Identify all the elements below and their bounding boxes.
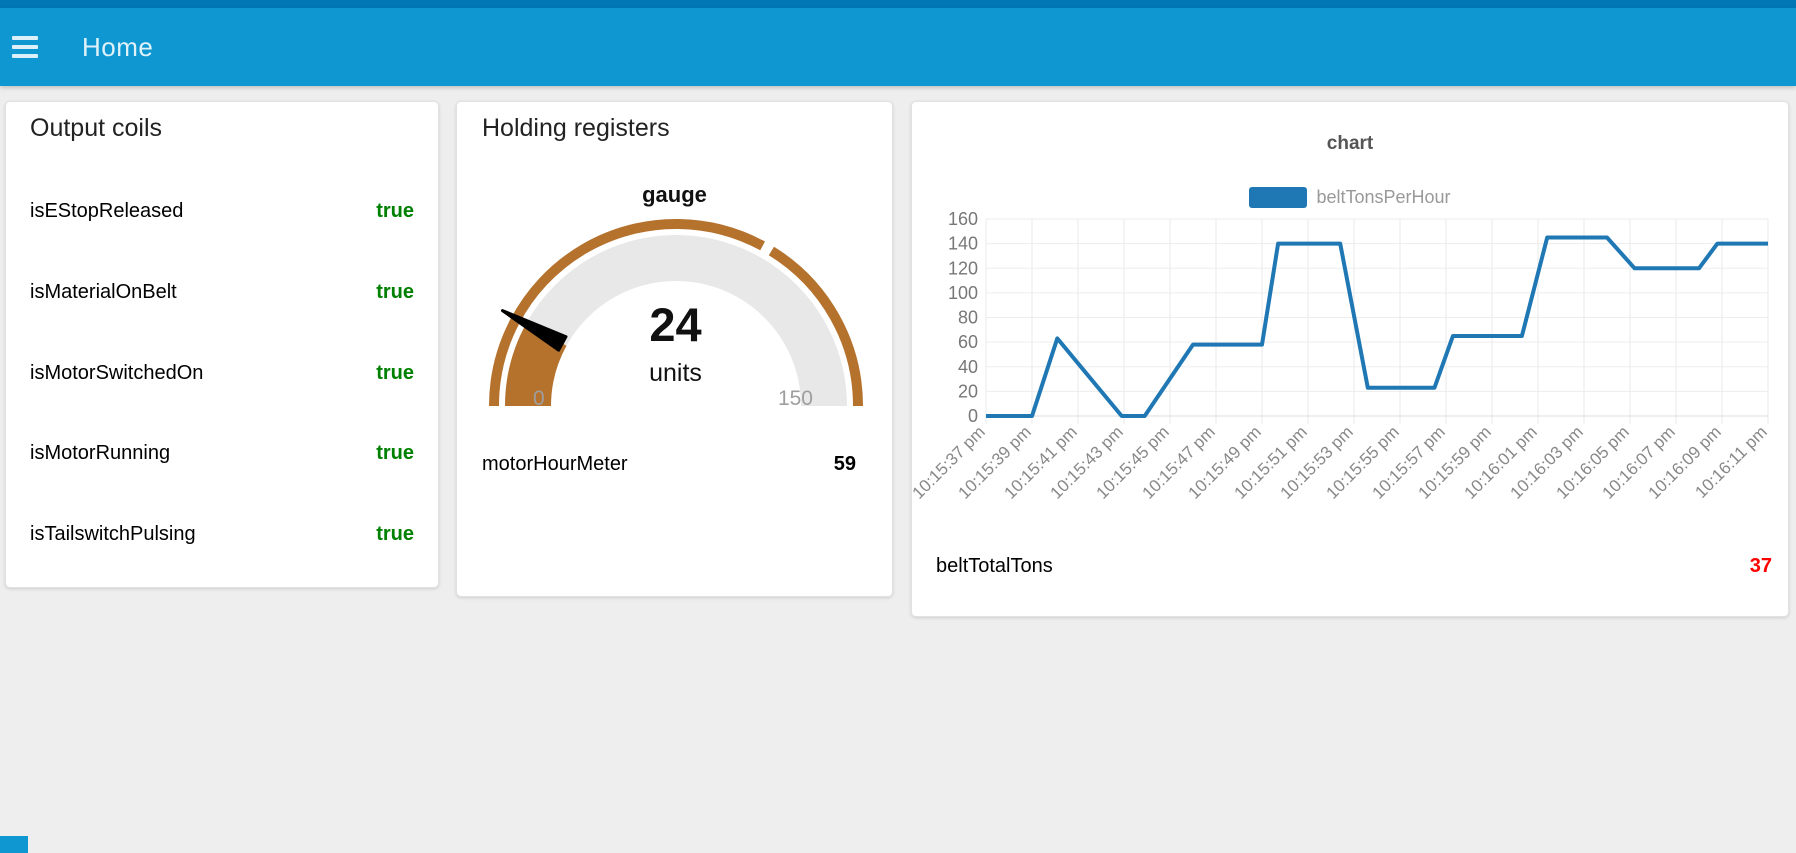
coil-label: isMotorRunning xyxy=(30,441,171,464)
output-coils-card: Output coils isEStopReleased true isMate… xyxy=(5,101,439,588)
register-label: motorHourMeter xyxy=(482,452,628,475)
gauge-units: units xyxy=(649,359,702,387)
gauge-arc-svg xyxy=(489,218,863,407)
svg-text:120: 120 xyxy=(948,258,978,278)
legend-label: beltTonsPerHour xyxy=(1316,187,1451,207)
coil-value: true xyxy=(376,361,414,384)
gauge-title: gauge xyxy=(642,182,707,207)
coil-row: isEStopReleased true xyxy=(30,197,414,225)
coil-label: isMotorSwitchedOn xyxy=(30,361,204,384)
coil-row: isTailswitchPulsing true xyxy=(30,520,414,548)
coil-label: isMaterialOnBelt xyxy=(30,280,177,303)
card-title: Output coils xyxy=(30,114,163,142)
holding-registers-card: Holding registers gauge 24 units 0 150 m… xyxy=(456,101,893,597)
svg-text:40: 40 xyxy=(958,357,978,377)
chart-title: chart xyxy=(1326,133,1374,154)
register-row: motorHourMeter 59 xyxy=(482,450,856,478)
svg-text:0: 0 xyxy=(968,406,978,426)
chart-card: chart beltTonsPerHour 10:15:37 pm 10:15:3… xyxy=(911,101,1789,617)
coil-label: isTailswitchPulsing xyxy=(30,522,196,545)
coil-row: isMotorRunning true xyxy=(30,439,414,467)
svg-text:80: 80 xyxy=(958,308,978,328)
hamburger-menu-icon[interactable] xyxy=(10,25,54,69)
coil-value: true xyxy=(376,280,414,303)
coil-value: true xyxy=(376,522,414,545)
gauge-widget: 24 units 0 150 xyxy=(457,211,894,421)
coil-value: true xyxy=(376,441,414,464)
svg-text:100: 100 xyxy=(948,283,978,303)
window-top-strip xyxy=(0,0,1796,8)
card-title: Holding registers xyxy=(482,114,670,142)
total-value: 37 xyxy=(1749,554,1772,577)
svg-text:160: 160 xyxy=(948,212,978,229)
svg-text:20: 20 xyxy=(958,381,978,401)
app-header: Home xyxy=(0,8,1796,86)
gauge-value: 24 xyxy=(649,298,702,351)
chart-legend[interactable]: beltTonsPerHour xyxy=(912,187,1788,208)
svg-text:140: 140 xyxy=(948,234,978,254)
bottom-left-accent xyxy=(0,836,28,853)
svg-text:60: 60 xyxy=(958,332,978,352)
coil-row: isMaterialOnBelt true xyxy=(30,278,414,306)
coil-row: isMotorSwitchedOn true xyxy=(30,359,414,387)
gauge-max-label: 150 xyxy=(777,387,813,410)
coil-label: isEStopReleased xyxy=(30,199,184,222)
chart-total-row: beltTotalTons 37 xyxy=(936,552,1772,580)
legend-swatch-belttonsperhour xyxy=(1249,187,1308,208)
gauge-min-label: 0 xyxy=(533,387,545,410)
page-title: Home xyxy=(82,31,154,62)
coil-value: true xyxy=(376,199,414,222)
total-label: beltTotalTons xyxy=(936,554,1053,577)
register-value: 59 xyxy=(833,452,856,475)
